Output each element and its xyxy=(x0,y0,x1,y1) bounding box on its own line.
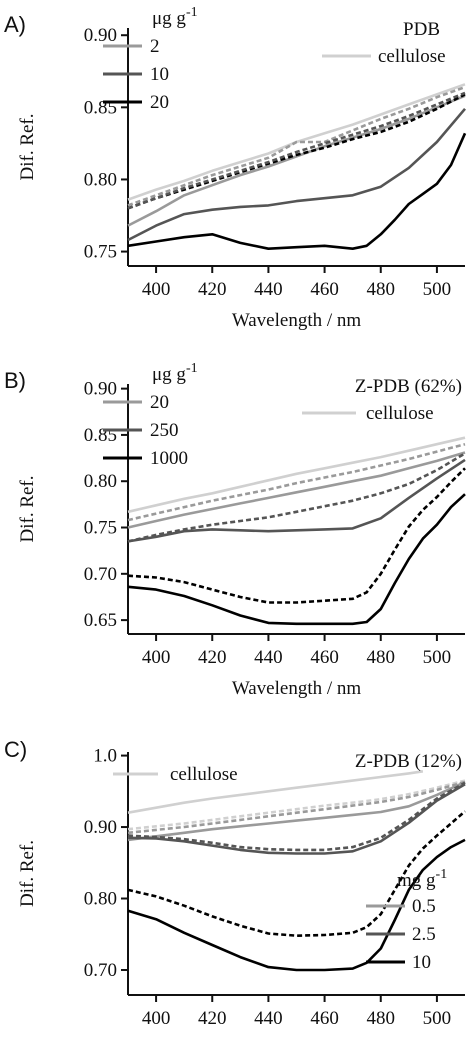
legend-label: 2 xyxy=(150,36,160,57)
series-group xyxy=(127,83,467,250)
x-tick-label: 400 xyxy=(142,1008,171,1029)
legend-label-cellulose: cellulose xyxy=(170,764,238,785)
x-tick-label: 400 xyxy=(142,279,171,300)
series-line-dashed-4 xyxy=(127,91,466,210)
series-group xyxy=(127,770,466,972)
legend-label: 10 xyxy=(150,64,169,85)
chart-panel-a: A) 0.75 0.80 0.85 0.90 400 420 440 460 480 500 Wave… xyxy=(4,5,467,331)
x-axis-title: Wavelength / nm xyxy=(232,678,362,699)
series-line-2 xyxy=(127,94,466,227)
y-axis-title: Dif. Ref. xyxy=(17,113,38,180)
y-tick-label: 1.0 xyxy=(93,746,117,767)
y-axis-title: Dif. Ref. xyxy=(17,840,38,907)
panel-label: B) xyxy=(4,368,26,393)
series-line-250 xyxy=(127,458,466,543)
chart-panel-c: C)0.700.800.901.0400420440460480500Wavel… xyxy=(4,737,466,1040)
x-tick-label: 480 xyxy=(367,1008,396,1029)
x-tick-label: 420 xyxy=(198,279,227,300)
legend-title-unit: mg g xyxy=(397,870,436,891)
legend-label: 20 xyxy=(150,392,169,413)
series-line-2-5 xyxy=(127,783,466,855)
series-line-dashed-3 xyxy=(127,93,466,210)
x-tick-label: 420 xyxy=(198,1008,227,1029)
y-tick-label: 0.80 xyxy=(84,169,117,190)
series-line-0-5 xyxy=(127,780,466,842)
series-line-dashed-2 xyxy=(127,780,466,835)
legend-title-unit: μg g xyxy=(152,364,186,385)
x-axis-title: Wavelength / nm xyxy=(232,310,362,331)
x-tick-label: 480 xyxy=(367,647,396,668)
y-tick-label: 0.85 xyxy=(84,97,117,118)
x-tick-label: 440 xyxy=(254,647,283,668)
legend-label: 1000 xyxy=(150,448,188,469)
y-tick-label: 0.70 xyxy=(84,960,117,981)
x-tick-label: 440 xyxy=(254,279,283,300)
series-line-10 xyxy=(127,107,466,242)
legend-title-unit: μg g xyxy=(152,8,186,29)
y-tick-label: 0.90 xyxy=(84,817,117,838)
series-line-20 xyxy=(127,451,466,529)
legend-title: mg g-1 xyxy=(397,867,447,891)
panel-label: C) xyxy=(4,737,27,762)
series-group xyxy=(127,436,466,626)
legend-label-cellulose: cellulose xyxy=(366,403,434,424)
sample-annotation: Z-PDB (12%) xyxy=(355,751,462,772)
series-line-cellulose xyxy=(127,436,466,514)
y-tick-label: 0.90 xyxy=(84,25,117,46)
legend-title-superscript: -1 xyxy=(436,867,448,882)
x-tick-label: 460 xyxy=(310,647,339,668)
legend-label: 250 xyxy=(150,420,179,441)
y-tick-label: 0.65 xyxy=(84,610,117,631)
y-tick-label: 0.80 xyxy=(84,889,117,910)
y-tick-label: 0.80 xyxy=(84,471,117,492)
x-tick-label: 500 xyxy=(423,647,452,668)
x-tick-label: 500 xyxy=(423,279,452,300)
series-line-dashed-1 xyxy=(127,779,466,831)
y-axis-title: Dif. Ref. xyxy=(17,475,38,542)
y-tick-label: 0.70 xyxy=(84,564,117,585)
sample-annotation: Z-PDB (62%) xyxy=(355,376,462,397)
series-line-dashed-4 xyxy=(127,781,466,852)
series-line-dashed-5 xyxy=(127,467,466,604)
series-line-dashed-1 xyxy=(127,85,466,207)
x-tick-label: 480 xyxy=(367,279,396,300)
chart-panel-b: B) 0.65 0.70 0.75 0.80 0.85 0.90 400 420 440 460 48… xyxy=(4,361,466,699)
x-tick-label: 460 xyxy=(310,1008,339,1029)
x-tick-label: 420 xyxy=(198,647,227,668)
panel-label: A) xyxy=(4,12,26,37)
legend-title-superscript: -1 xyxy=(186,361,198,376)
legend-label: 10 xyxy=(412,952,431,973)
x-tick-label: 400 xyxy=(142,647,171,668)
x-tick-label: 440 xyxy=(254,1008,283,1029)
legend-title-superscript: -1 xyxy=(186,5,198,20)
legend-title: μg g-1 xyxy=(152,5,198,29)
y-tick-label: 0.75 xyxy=(84,242,117,263)
x-tick-label: 460 xyxy=(310,279,339,300)
legend-title: μg g-1 xyxy=(152,361,198,385)
legend-label: 20 xyxy=(150,92,169,113)
series-line-dashed-3 xyxy=(127,452,466,543)
series-line-dashed-1 xyxy=(127,442,466,522)
y-tick-label: 0.85 xyxy=(84,425,117,446)
legend-label: 0.5 xyxy=(412,896,436,917)
legend-label-cellulose: cellulose xyxy=(378,46,446,67)
series-line-10 xyxy=(127,838,466,972)
x-tick-label: 500 xyxy=(423,1008,452,1029)
series-line-1000 xyxy=(127,493,466,626)
y-tick-label: 0.90 xyxy=(84,379,117,400)
y-tick-label: 0.75 xyxy=(84,518,117,539)
series-line-cellulose xyxy=(127,770,424,814)
series-line-20 xyxy=(127,132,467,250)
legend-label: 2.5 xyxy=(412,924,436,945)
sample-annotation: PDB xyxy=(403,19,440,40)
